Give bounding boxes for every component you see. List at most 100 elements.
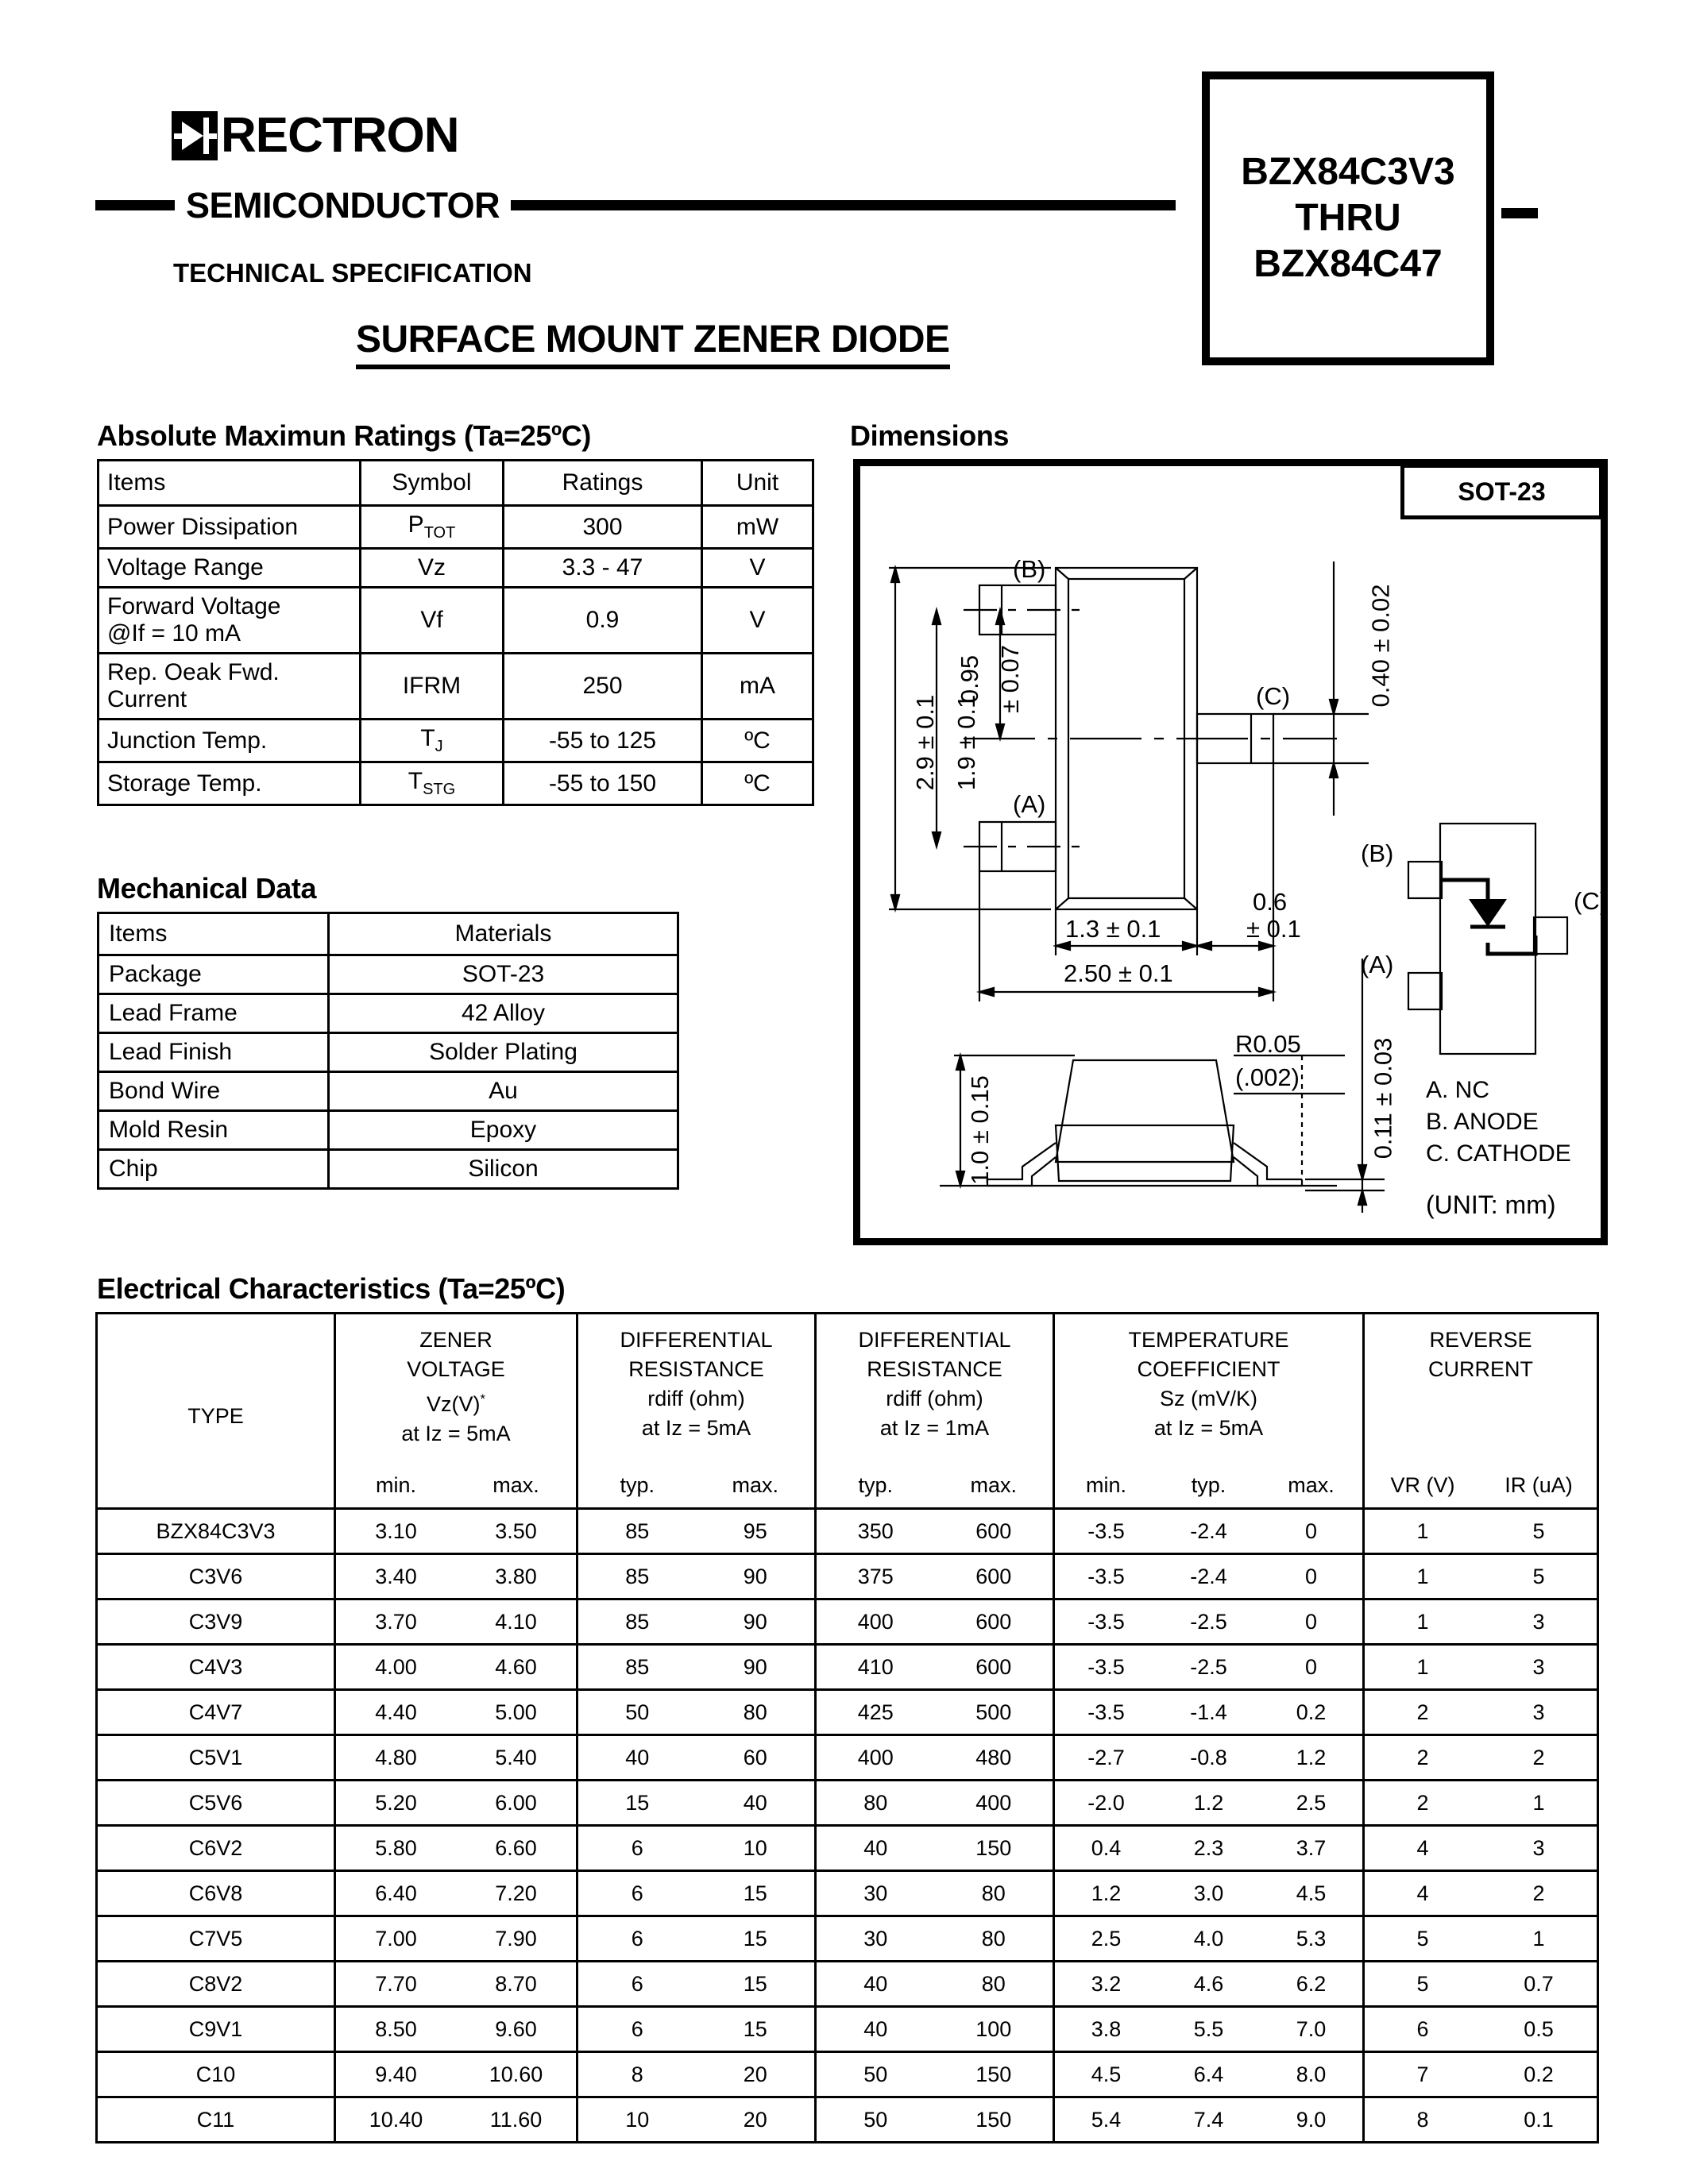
cell-zener_voltage: 9.40 10.60 [334, 2051, 578, 2098]
cell-item: Package [97, 954, 330, 995]
cell-rdiff_5ma: 6 10 [576, 1824, 817, 1872]
table-row: C6V8 6.40 7.20 6 15 30 80 1.2 3.0 4.5 4 2 [95, 1870, 1599, 1917]
pin-label-b-schematic: (B) [1361, 839, 1394, 867]
cell-reverse_current: 7 0.2 [1362, 2051, 1599, 2098]
cell-material: Solder Plating [327, 1032, 679, 1073]
cell-item: Lead Finish [97, 1032, 330, 1073]
cell-temp_coeff: 3.8 5.5 7.0 [1053, 2005, 1365, 2053]
cell-zener_voltage: 3.70 4.10 [334, 1598, 578, 1646]
cell-rdiff_1ma: 80 400 [814, 1779, 1055, 1827]
col-zener_voltage: ZENER VOLTAGE Vz(V)* at Iz = 5mA min. max. [334, 1312, 578, 1510]
cell-item: Storage Temp. [97, 761, 361, 806]
cell-zener_voltage: 7.70 8.70 [334, 1960, 578, 2008]
cell-rating: -55 to 125 [502, 718, 703, 763]
cell-zener_voltage: 6.40 7.20 [334, 1870, 578, 1917]
electrical-table-wrap: TYPE ZENER VOLTAGE Vz(V)* at Iz = 5mA min. max… [95, 1312, 1599, 2143]
callout-002: (.002) [1235, 1063, 1300, 1091]
cell-type: C6V8 [95, 1870, 336, 1917]
table-row: Rep. Oeak Fwd. Current IFRM 250 mA [97, 652, 814, 720]
table-row: C6V2 5.80 6.60 6 10 40 150 0.4 2.3 3.7 4 3 [95, 1824, 1599, 1872]
pin-label-a-topview: (A) [1013, 790, 1046, 818]
cell-temp_coeff: -2.7 -0.8 1.2 [1053, 1734, 1365, 1781]
dimensions-title: Dimensions [850, 419, 1010, 452]
cell-rdiff_5ma: 8 20 [576, 2051, 817, 2098]
cell-rating: 3.3 - 47 [502, 547, 703, 588]
cell-symbol: TSTG [359, 761, 504, 806]
cell-temp_coeff: -3.5 -1.4 0.2 [1053, 1688, 1365, 1736]
cell-type: C4V7 [95, 1688, 336, 1736]
cell-zener_voltage: 4.00 4.60 [334, 1643, 578, 1691]
cell-zener_voltage: 8.50 9.60 [334, 2005, 578, 2053]
cell-type: C5V1 [95, 1734, 336, 1781]
cell-rdiff_1ma: 400 480 [814, 1734, 1055, 1781]
abs-max-title: Absolute Maximun Ratings (Ta=25ºC) [97, 419, 591, 452]
cell-temp_coeff: 2.5 4.0 5.3 [1053, 1915, 1365, 1962]
cell-symbol: PTOT [359, 504, 504, 550]
cell-symbol: Vf [359, 586, 504, 654]
cell-material: 42 Alloy [327, 993, 679, 1034]
cell-type: C7V5 [95, 1915, 336, 1962]
package-tag: SOT-23 [1400, 464, 1603, 519]
rule-right [511, 199, 1176, 210]
page-title: SURFACE MOUNT ZENER DIODE [356, 318, 950, 369]
table-row: C3V9 3.70 4.10 85 90 400 600 -3.5 -2.5 0 1 3 [95, 1598, 1599, 1646]
callout-1p0: 1.0 ± 0.15 [965, 1075, 994, 1185]
semiconductor-banner: SEMICONDUCTOR [95, 184, 1176, 226]
cell-item: Junction Temp. [97, 718, 361, 763]
cell-rdiff_1ma: 410 600 [814, 1643, 1055, 1691]
cell-rdiff_1ma: 400 600 [814, 1598, 1055, 1646]
cell-temp_coeff: -3.5 -2.4 0 [1053, 1507, 1365, 1555]
table-row: C3V6 3.40 3.80 85 90 375 600 -3.5 -2.4 0 1 5 [95, 1553, 1599, 1600]
col-reverse_current: REVERSE CURRENT VR (V) IR (uA) [1362, 1312, 1599, 1510]
cell-rating: 250 [502, 652, 703, 720]
cell-unit: V [701, 547, 814, 588]
table-row: Lead Finish Solder Plating [97, 1032, 679, 1073]
cell-material: Silicon [327, 1148, 679, 1190]
pin-label-c-schematic: (C) [1574, 887, 1609, 915]
cell-item: Forward Voltage @If = 10 mA [97, 586, 361, 654]
rule-left [95, 199, 175, 210]
cell-item: Chip [97, 1148, 330, 1190]
pin-label-c-topview: (C) [1256, 682, 1291, 710]
table-row: Forward Voltage @If = 10 mA Vf 0.9 V [97, 586, 814, 654]
dimensions-drawing-box: SOT-23 [853, 459, 1608, 1245]
table-row: Storage Temp. TSTG -55 to 150 ºC [97, 761, 814, 806]
cell-temp_coeff: 1.2 3.0 4.5 [1053, 1870, 1365, 1917]
col-rdiff_1ma: DIFFERENTIAL RESISTANCE rdiff (ohm) at Iz =… [814, 1312, 1055, 1510]
part-number-line-1: BZX84C3V3 [1241, 151, 1455, 193]
cell-rdiff_1ma: 50 150 [814, 2051, 1055, 2098]
part-number-box: BZX84C3V3 THRU BZX84C47 [1202, 71, 1494, 365]
cell-rdiff_1ma: 40 150 [814, 1824, 1055, 1872]
table-row: Junction Temp. TJ -55 to 125 ºC [97, 718, 814, 763]
table-row: Package SOT-23 [97, 954, 679, 995]
pin-legend: A. NC B. ANODE C. CATHODE [1426, 1075, 1571, 1170]
cell-item: Power Dissipation [97, 504, 361, 550]
mechanical-data-title: Mechanical Data [97, 872, 317, 905]
pin-label-b-topview: (B) [1013, 555, 1046, 583]
callout-pm0p1: ± 0.1 [1246, 915, 1301, 943]
cell-rdiff_5ma: 6 15 [576, 1870, 817, 1917]
table-row: C8V2 7.70 8.70 6 15 40 80 3.2 4.6 6.2 5 0.7 [95, 1960, 1599, 2008]
table-row: Mold Resin Epoxy [97, 1109, 679, 1151]
callout-0p11: 0.11 ± 0.03 [1369, 1037, 1397, 1160]
callout-1p9: 1.9 ± 0.1 [952, 694, 981, 791]
table-row: C4V3 4.00 4.60 85 90 410 600 -3.5 -2.5 0 1 3 [95, 1643, 1599, 1691]
cell-type: C4V3 [95, 1643, 336, 1691]
page-header: RECTRON SEMICONDUCTOR TECHNICAL SPECIFIC… [0, 0, 1688, 397]
cell-temp_coeff: -2.0 1.2 2.5 [1053, 1779, 1365, 1827]
unit-note: (UNIT: mm) [1426, 1190, 1556, 1219]
cell-unit: mA [701, 652, 814, 720]
cell-unit: mW [701, 504, 814, 550]
pin-label-a-schematic: (A) [1361, 951, 1394, 978]
company-logo: RECTRON [172, 111, 460, 160]
table-row: C9V1 8.50 9.60 6 15 40 100 3.8 5.5 7.0 6 0.5 [95, 2005, 1599, 2053]
cell-zener_voltage: 3.40 3.80 [334, 1553, 578, 1600]
callout-2p9: 2.9 ± 0.1 [911, 694, 940, 791]
cell-reverse_current: 6 0.5 [1362, 2005, 1599, 2053]
cell-symbol: Vz [359, 547, 504, 588]
cell-rdiff_1ma: 30 80 [814, 1870, 1055, 1917]
